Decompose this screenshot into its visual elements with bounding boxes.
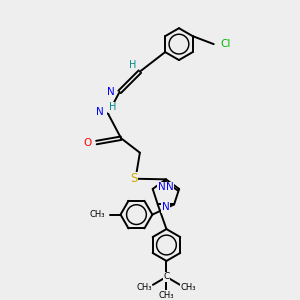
Text: CH₃: CH₃ (89, 210, 105, 219)
Text: O: O (83, 138, 91, 148)
Text: N: N (162, 202, 170, 212)
Text: CH₃: CH₃ (159, 292, 174, 300)
Text: S: S (130, 172, 138, 185)
Text: C: C (163, 272, 170, 281)
Text: N: N (106, 87, 114, 97)
Text: H: H (129, 60, 136, 70)
Text: N: N (96, 107, 104, 117)
Text: CH₃: CH₃ (181, 283, 197, 292)
Text: CH₃: CH₃ (136, 283, 152, 292)
Text: N: N (158, 182, 166, 193)
Text: Cl: Cl (220, 39, 230, 49)
Text: N: N (166, 182, 174, 193)
Text: H: H (109, 102, 116, 112)
